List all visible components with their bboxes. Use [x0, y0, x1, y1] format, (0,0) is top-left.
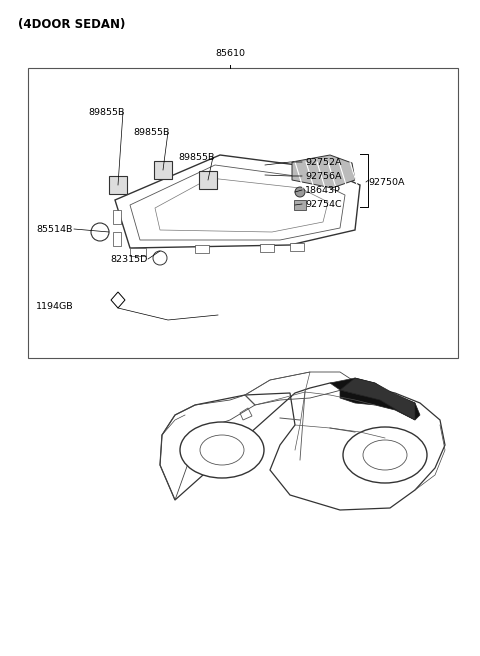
Text: 18643P: 18643P — [305, 186, 341, 195]
Bar — [28, 68, 458, 358]
Bar — [199, 171, 217, 189]
Bar — [294, 200, 306, 210]
Text: 89855B: 89855B — [88, 108, 124, 117]
Bar — [109, 176, 127, 194]
Text: 82315D: 82315D — [110, 255, 147, 264]
Bar — [290, 243, 304, 251]
Polygon shape — [292, 155, 355, 188]
Text: 92756A: 92756A — [305, 172, 341, 181]
Text: 92754C: 92754C — [305, 200, 342, 209]
Ellipse shape — [180, 422, 264, 478]
Bar — [195, 245, 209, 253]
Text: 89855B: 89855B — [133, 128, 169, 137]
Bar — [113, 232, 121, 246]
Bar — [154, 161, 172, 179]
Polygon shape — [340, 378, 415, 420]
Circle shape — [153, 251, 167, 265]
Polygon shape — [340, 390, 420, 420]
Bar — [260, 244, 274, 252]
Ellipse shape — [363, 440, 407, 470]
Circle shape — [295, 187, 305, 197]
Text: (4DOOR SEDAN): (4DOOR SEDAN) — [18, 18, 125, 31]
Ellipse shape — [343, 427, 427, 483]
Bar — [113, 210, 121, 224]
Polygon shape — [330, 378, 390, 398]
Text: 85514B: 85514B — [36, 225, 72, 234]
Bar — [130, 248, 146, 256]
Text: 85610: 85610 — [215, 49, 245, 58]
Text: 92750A: 92750A — [368, 178, 405, 187]
Text: 89855B: 89855B — [178, 153, 215, 162]
Polygon shape — [111, 292, 125, 308]
Circle shape — [91, 223, 109, 241]
Text: 1194GB: 1194GB — [36, 302, 73, 311]
Text: 92752A: 92752A — [305, 158, 341, 167]
Ellipse shape — [200, 435, 244, 465]
